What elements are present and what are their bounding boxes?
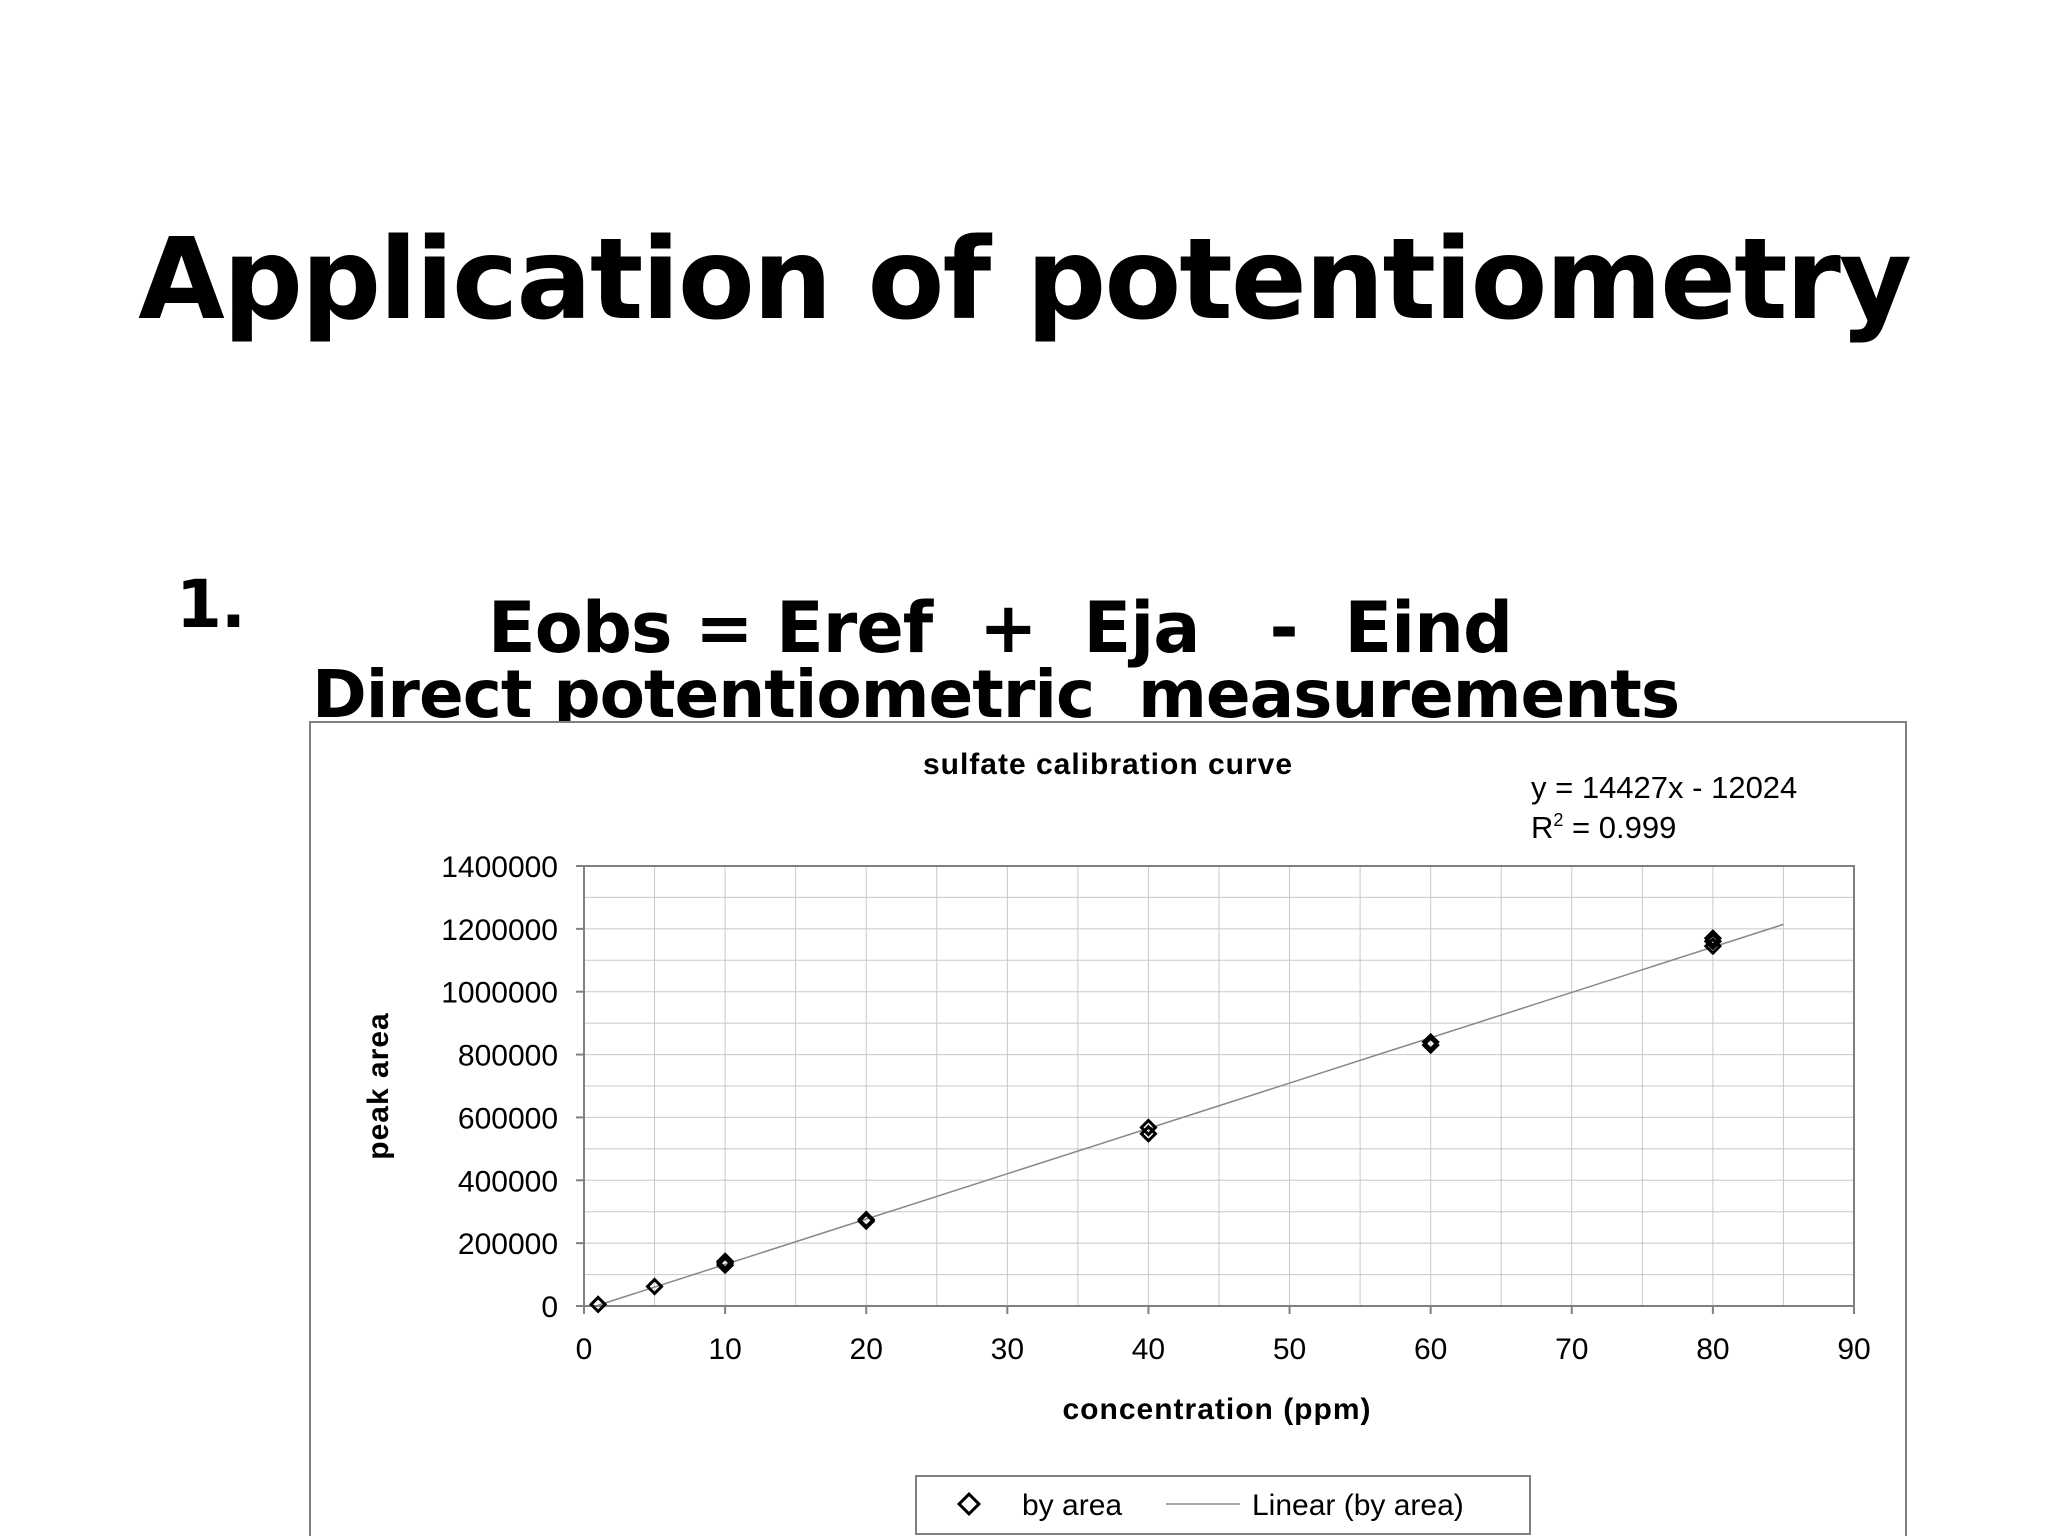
y-tick-label: 1400000 [441,851,558,884]
legend-box [915,1475,1531,1535]
legend-label-by-area: by area [1022,1489,1122,1522]
y-tick-label: 0 [541,1291,558,1324]
x-tick-label: 50 [1273,1333,1306,1366]
y-tick-label: 400000 [458,1165,558,1198]
data-points [588,929,1723,1314]
y-tick-label: 800000 [458,1040,558,1073]
bullet-number: 1. [176,566,246,643]
x-tick-label: 90 [1837,1333,1870,1366]
data-point [1421,1032,1440,1052]
legend-label-linear: Linear (by area) [1252,1489,1464,1522]
x-axis-label: concentration (ppm) [1063,1393,1372,1426]
trendline-equation: y = 14427x - 12024 [1531,770,1797,805]
r-squared-prefix: R [1531,810,1553,845]
data-point [588,1295,608,1314]
x-tick-label: 10 [708,1333,741,1366]
r-squared-exponent: 2 [1553,810,1563,830]
chart-title: sulfate calibration curve [923,748,1293,781]
y-tick-label: 200000 [458,1228,558,1261]
y-tick-label: 1000000 [441,977,558,1010]
x-tick-label: 0 [576,1333,593,1366]
y-tick-label: 1200000 [441,914,558,947]
bullet-text: Direct potentiometric measurements [312,656,1680,733]
y-tick-labels: 0 200000 400000 600000 800000 1000000 1200000 1… [441,851,584,1324]
potential-equation: Eobs = Eref + Eja - Eind [487,587,1513,669]
r-squared-label: R2 = 0.999 [1531,810,1676,845]
x-tick-label: 30 [991,1333,1024,1366]
x-tick-label: 40 [1132,1333,1165,1366]
data-point [1139,1118,1158,1137]
y-axis-label: peak area [362,1012,395,1159]
slide-title: Application of potentiometry [138,215,1912,345]
legend: by area Linear (by area) [915,1475,1531,1535]
data-point [1703,929,1723,948]
bullet-item: 1. Direct potentiometric measurements [176,470,1680,740]
x-tick-label: 80 [1696,1333,1729,1366]
x-tick-label: 70 [1555,1333,1588,1366]
data-point [715,1252,735,1271]
plot-border [583,865,1855,1307]
data-point [857,1210,876,1229]
x-tick-label: 20 [850,1333,883,1366]
r-squared-value: = 0.999 [1563,810,1676,845]
x-tick-label: 60 [1414,1333,1447,1366]
data-point [645,1277,664,1296]
y-tick-label: 600000 [458,1102,558,1135]
trendline [597,923,1784,1306]
legend-diamond-marker [956,1491,982,1517]
x-tick-labels: 0 10 20 30 40 50 60 70 80 90 [576,1306,1871,1366]
